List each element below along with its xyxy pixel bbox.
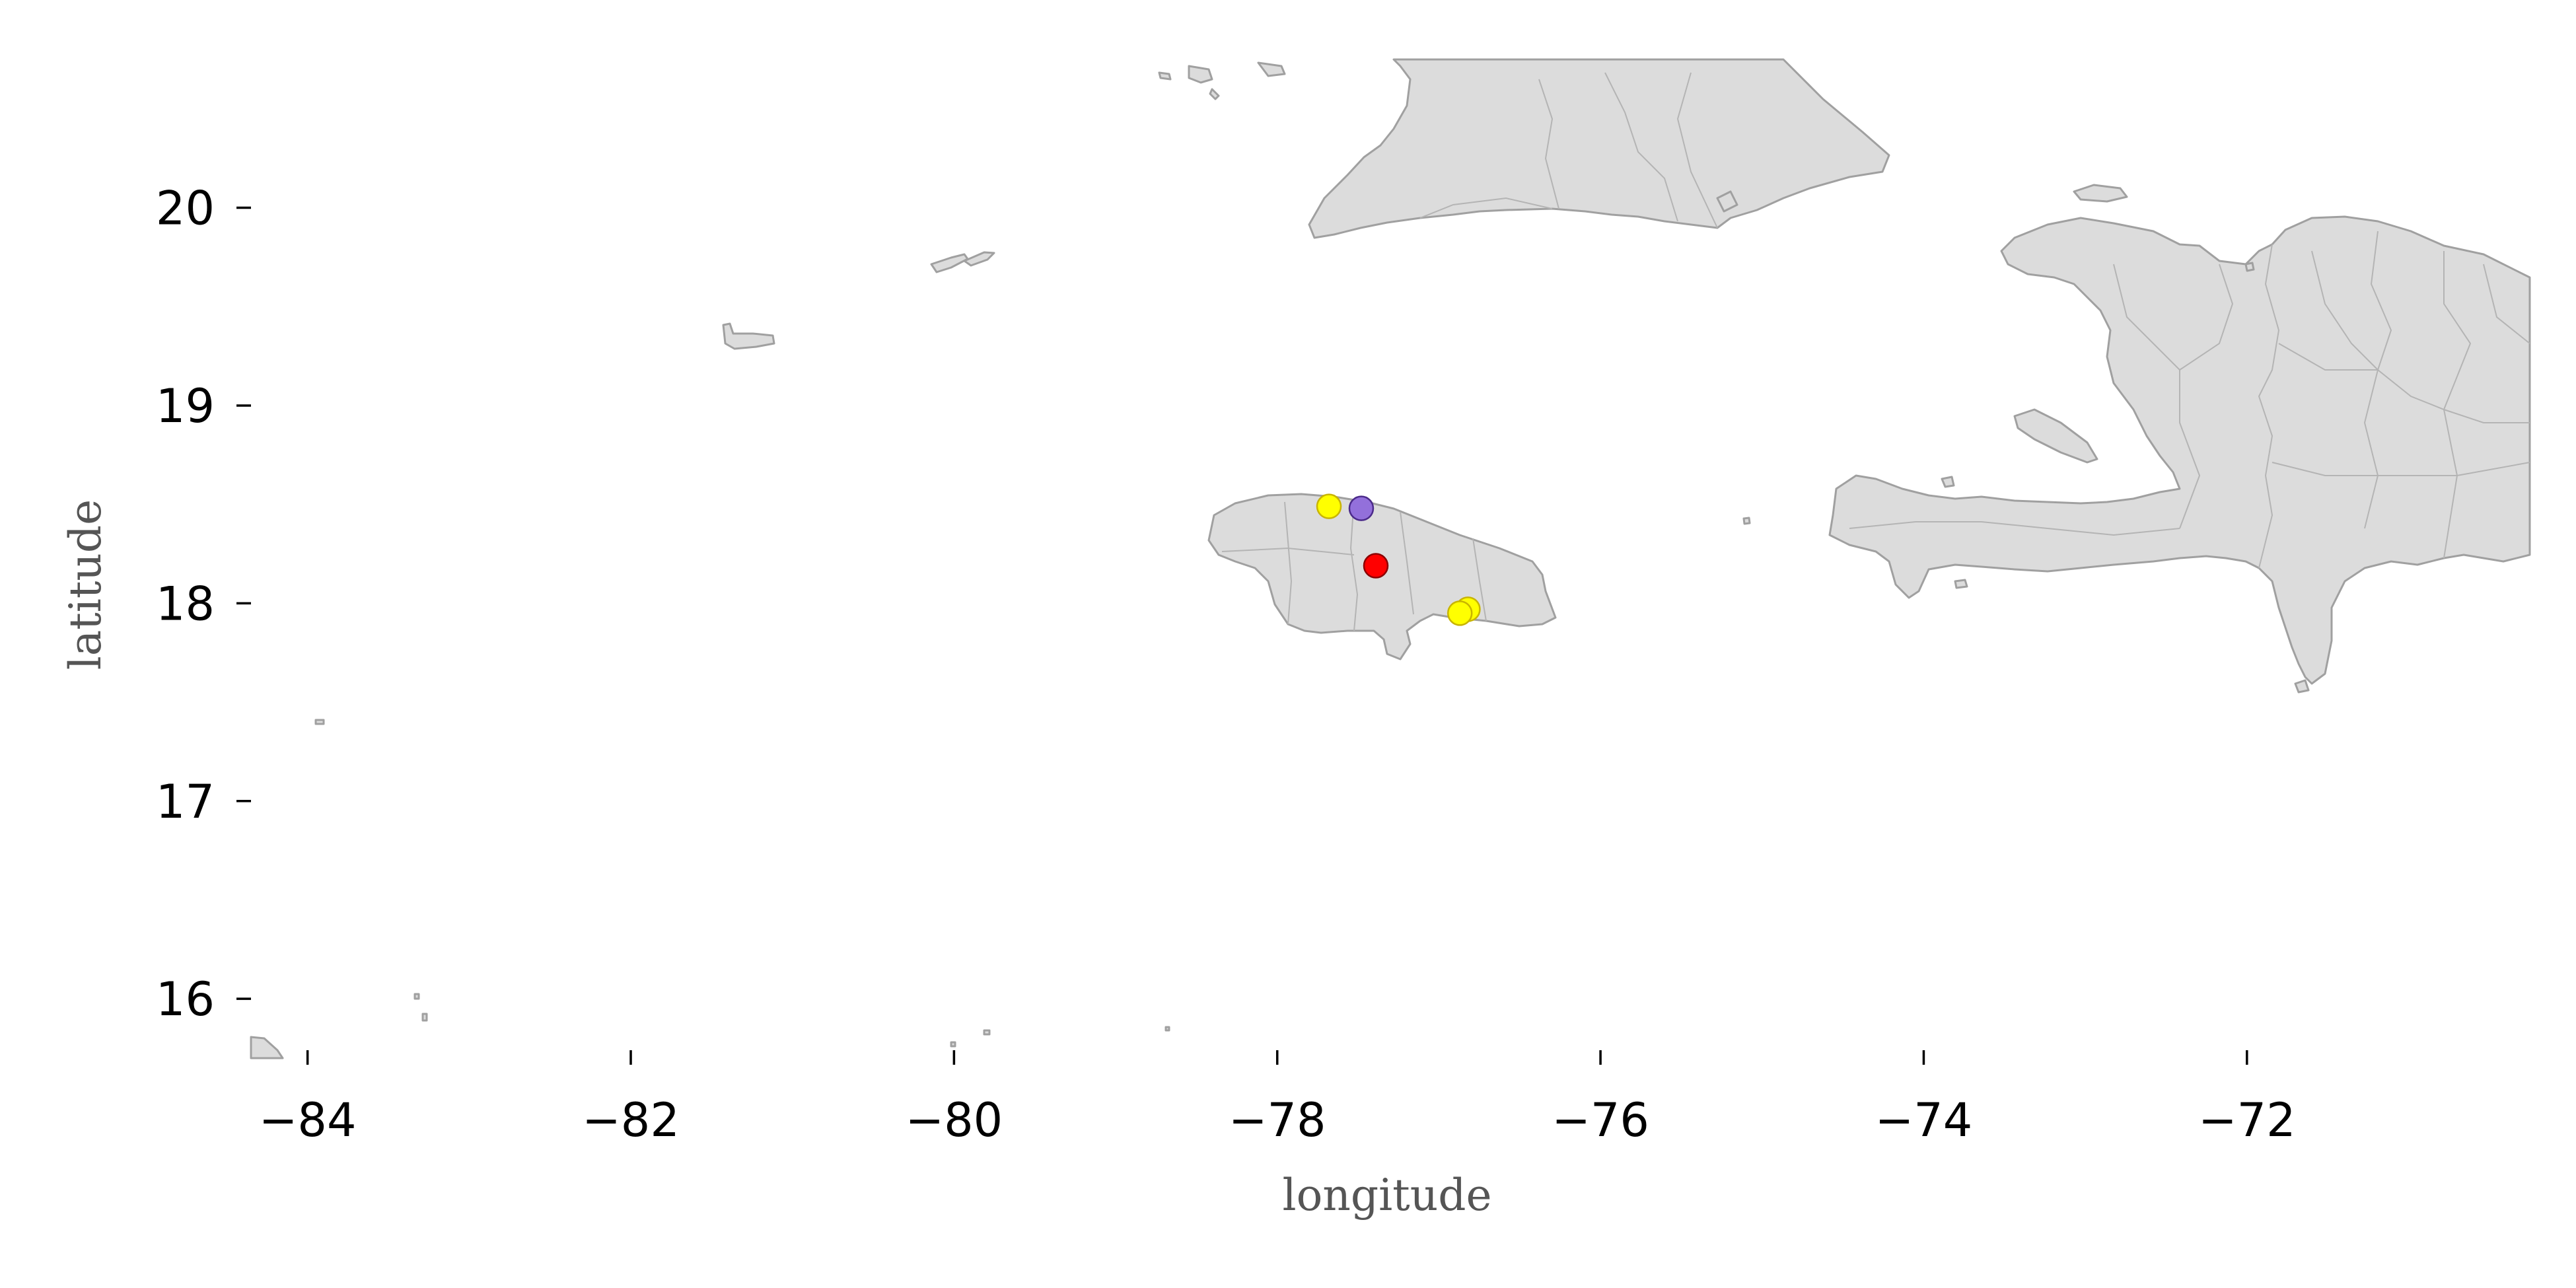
islet-navassa bbox=[1742, 517, 1751, 525]
y-tick-label: 20 bbox=[156, 182, 215, 236]
y-tick-label: 18 bbox=[156, 577, 215, 631]
border-jamaica-4 bbox=[1472, 538, 1487, 622]
island-tortuga bbox=[2073, 184, 2128, 203]
cay-1 bbox=[314, 719, 325, 725]
cay-4 bbox=[950, 1041, 956, 1048]
border-jamaica-3 bbox=[1400, 511, 1414, 615]
border-cuba-3 bbox=[1676, 72, 1718, 229]
x-tick-label: −80 bbox=[905, 1093, 1003, 1147]
y-tick-label: 17 bbox=[156, 775, 215, 829]
border-jamaica-5 bbox=[1221, 547, 1355, 555]
islet-haiti-2 bbox=[1954, 579, 1968, 589]
scatter-point bbox=[1363, 553, 1389, 579]
border-haiti-3 bbox=[1849, 521, 2180, 536]
scatter-points bbox=[1316, 493, 1481, 626]
border-cuba-1 bbox=[1538, 79, 1559, 209]
cay-5 bbox=[983, 1029, 991, 1036]
islet-1 bbox=[1188, 65, 1213, 84]
islet-3 bbox=[1158, 71, 1172, 81]
border-haiti-dr bbox=[2258, 244, 2280, 569]
border-dr-6 bbox=[2483, 264, 2530, 344]
x-axis: −84 −82 −80 −78 −76 −74 −72 bbox=[259, 1050, 2296, 1147]
island-grand-cayman bbox=[722, 322, 775, 350]
land-cuba bbox=[1308, 58, 1890, 239]
x-tick-label: −78 bbox=[1229, 1093, 1326, 1147]
x-tick-label: −76 bbox=[1552, 1093, 1649, 1147]
border-dr-1 bbox=[2311, 250, 2530, 423]
border-cuba-4 bbox=[1419, 197, 1553, 219]
scatter-point bbox=[1447, 600, 1473, 626]
y-tick-label: 16 bbox=[156, 972, 215, 1026]
island-little-cayman bbox=[963, 251, 995, 267]
islet-haiti-1 bbox=[1941, 476, 1955, 488]
border-dr-5 bbox=[2272, 462, 2530, 476]
border-jamaica-2 bbox=[1349, 498, 1359, 631]
border-haiti-4 bbox=[2179, 370, 2201, 529]
border-haiti-2 bbox=[2179, 264, 2234, 371]
x-tick-label: −82 bbox=[582, 1093, 680, 1147]
border-cuba-2 bbox=[1604, 72, 1678, 222]
border-dr-4 bbox=[2278, 343, 2378, 371]
y-axis: 16 17 18 19 20 bbox=[156, 182, 251, 1026]
scatter-point bbox=[1316, 493, 1342, 519]
island-gonave bbox=[2013, 408, 2098, 464]
islet-4 bbox=[1209, 88, 1220, 100]
y-tick-label: 19 bbox=[156, 379, 215, 433]
islet-2 bbox=[1257, 61, 1286, 77]
islet-saona bbox=[2294, 679, 2310, 694]
y-axis-title: latitude bbox=[60, 499, 111, 670]
basemap bbox=[250, 58, 2531, 1059]
cay-3 bbox=[421, 1013, 428, 1022]
border-dr-3 bbox=[2443, 251, 2472, 559]
land-hispaniola bbox=[1828, 215, 2531, 685]
cay-6 bbox=[1164, 1026, 1170, 1032]
cay-2 bbox=[413, 993, 420, 1000]
x-tick-label: −84 bbox=[259, 1093, 357, 1147]
land-cuba-bay bbox=[1716, 190, 1738, 213]
scatter-point bbox=[1348, 495, 1375, 521]
land-central-america bbox=[250, 1036, 284, 1059]
border-haiti-1 bbox=[2113, 264, 2180, 371]
x-tick-label: −74 bbox=[1875, 1093, 1973, 1147]
island-cayman-brac bbox=[930, 253, 969, 273]
x-tick-label: −72 bbox=[2198, 1093, 2296, 1147]
x-axis-title: longitude bbox=[1282, 1170, 1491, 1221]
islet-haiti-3 bbox=[2244, 262, 2255, 272]
border-jamaica-1 bbox=[1284, 501, 1293, 625]
